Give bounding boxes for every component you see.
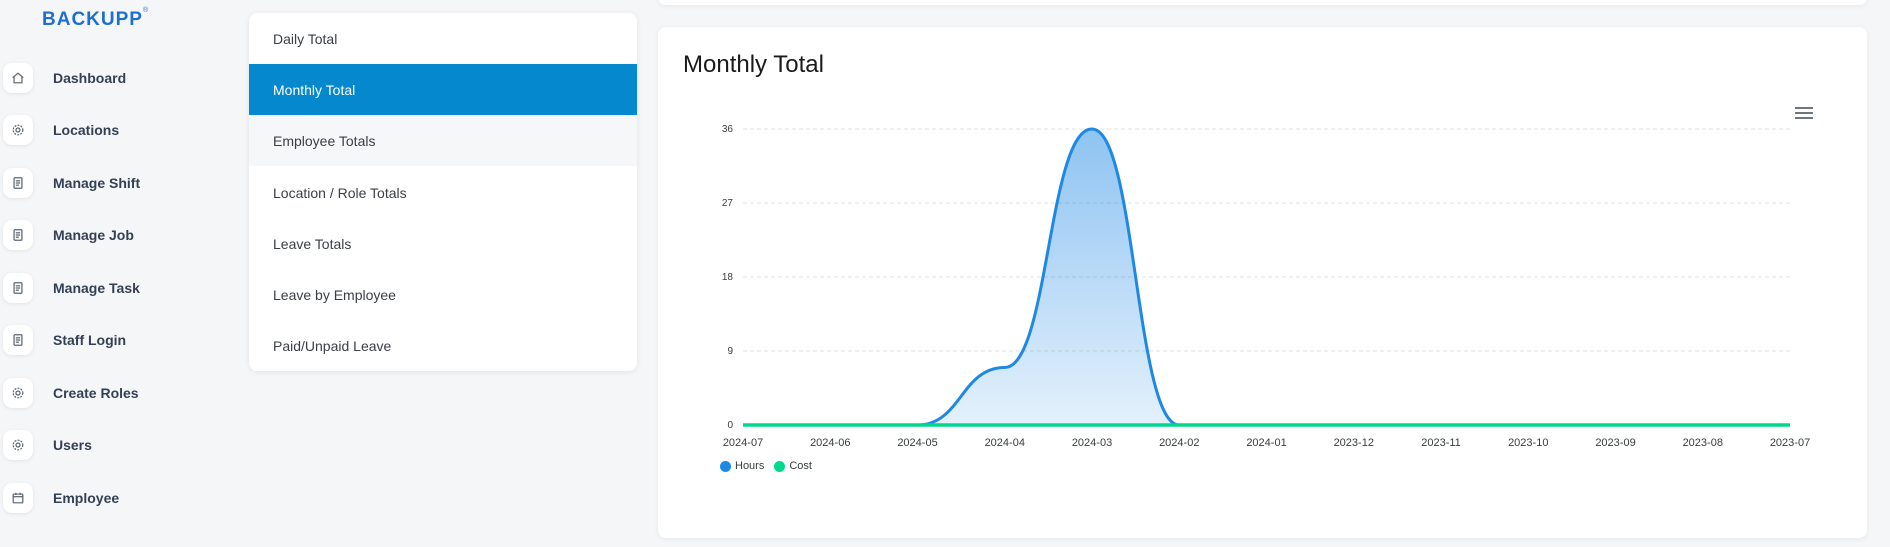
- brand-logo[interactable]: BACKUPP®: [42, 6, 150, 31]
- legend-item-cost[interactable]: Cost: [774, 460, 812, 472]
- y-tick-label: 36: [722, 124, 734, 135]
- legend-marker: [720, 460, 731, 472]
- logo-text: BACKUPP: [42, 9, 143, 30]
- document-icon: [3, 325, 33, 355]
- sidebar-item-label: Employee: [53, 490, 120, 506]
- legend-marker: [774, 460, 786, 472]
- report-menu-item-employee-totals[interactable]: Employee Totals: [249, 115, 637, 166]
- report-menu-item-leave-by-employee[interactable]: Leave by Employee: [273, 286, 396, 303]
- gear-icon: [3, 430, 33, 460]
- x-tick-label: 2024-04: [985, 437, 1025, 449]
- chart-legend: Hours Cost: [720, 460, 812, 472]
- report-menu-item-monthly-total[interactable]: Monthly Total: [249, 64, 637, 115]
- x-tick-label: 2023-08: [1683, 437, 1723, 449]
- x-tick-label: 2024-07: [723, 437, 763, 449]
- sidebar-item-create-roles[interactable]: Create Roles: [0, 373, 220, 413]
- sidebar-item-manage-task[interactable]: Manage Task: [0, 268, 220, 308]
- x-tick-label: 2023-12: [1334, 437, 1374, 449]
- report-menu-item-daily-total[interactable]: Daily Total: [273, 30, 338, 47]
- sidebar-item-manage-shift[interactable]: Manage Shift: [0, 163, 220, 203]
- sidebar: BACKUPP® Dashboard Locations Manage Shift M…: [0, 0, 230, 547]
- x-tick-label: 2024-02: [1159, 437, 1199, 449]
- y-tick-label: 27: [722, 198, 734, 209]
- x-tick-label: 2023-09: [1595, 437, 1635, 449]
- gear-icon: [3, 378, 33, 408]
- document-icon: [3, 220, 33, 250]
- hamburger-menu-icon[interactable]: [1795, 107, 1813, 121]
- home-icon: [3, 63, 33, 93]
- y-tick-label: 18: [722, 272, 734, 283]
- x-tick-label: 2024-05: [897, 437, 937, 449]
- legend-label: Hours: [735, 460, 765, 472]
- y-tick-label: 9: [727, 346, 733, 357]
- monthly-total-card: Monthly Total 0 9 18 27 36 2024-07 2024-06 2024…: [658, 27, 1867, 538]
- report-menu-item-paid-unpaid-leave[interactable]: Paid/Unpaid Leave: [273, 337, 392, 354]
- report-menu-item-leave-totals[interactable]: Leave Totals: [273, 235, 352, 252]
- legend-item-hours[interactable]: Hours: [720, 460, 764, 472]
- x-tick-label: 2023-10: [1508, 437, 1548, 449]
- x-tick-label: 2024-03: [1072, 437, 1112, 449]
- document-icon: [3, 168, 33, 198]
- sidebar-item-label: Staff Login: [53, 332, 127, 348]
- x-tick-label: 2024-06: [810, 437, 850, 449]
- report-menu-item-location-role-totals[interactable]: Location / Role Totals: [273, 184, 407, 201]
- logo-mark: ®: [142, 6, 150, 14]
- sidebar-item-label: Manage Job: [53, 227, 134, 243]
- sidebar-item-label: Create Roles: [53, 385, 139, 401]
- legend-label: Cost: [789, 460, 812, 472]
- gear-icon: [3, 115, 33, 145]
- sidebar-item-label: Manage Task: [53, 280, 140, 296]
- sidebar-item-users[interactable]: Users: [0, 425, 220, 465]
- document-icon: [3, 273, 33, 303]
- sidebar-item-dashboard[interactable]: Dashboard: [0, 58, 220, 98]
- sidebar-item-locations[interactable]: Locations: [0, 110, 220, 150]
- sidebar-item-label: Locations: [53, 122, 120, 138]
- x-tick-label: 2024-01: [1246, 437, 1286, 449]
- x-tick-label: 2023-07: [1770, 437, 1810, 449]
- sidebar-item-staff-login[interactable]: Staff Login: [0, 320, 220, 360]
- sidebar-item-manage-job[interactable]: Manage Job: [0, 215, 220, 255]
- x-tick-label: 2023-11: [1421, 437, 1461, 449]
- report-menu: Daily Total Monthly Total Employee Totals L…: [249, 13, 637, 371]
- sidebar-item-employee[interactable]: Employee: [0, 478, 220, 518]
- monthly-total-chart: 0 9 18 27 36 2024-07 2024-06 2024-05 2024-04 2024…: [722, 124, 1810, 449]
- y-tick-label: 0: [727, 420, 733, 431]
- previous-card: [658, 0, 1867, 5]
- sidebar-item-label: Users: [53, 437, 92, 453]
- card-title: Monthly Total: [683, 51, 824, 78]
- sidebar-item-label: Manage Shift: [53, 175, 141, 191]
- sidebar-item-label: Dashboard: [53, 70, 127, 86]
- calendar-icon: [3, 483, 33, 513]
